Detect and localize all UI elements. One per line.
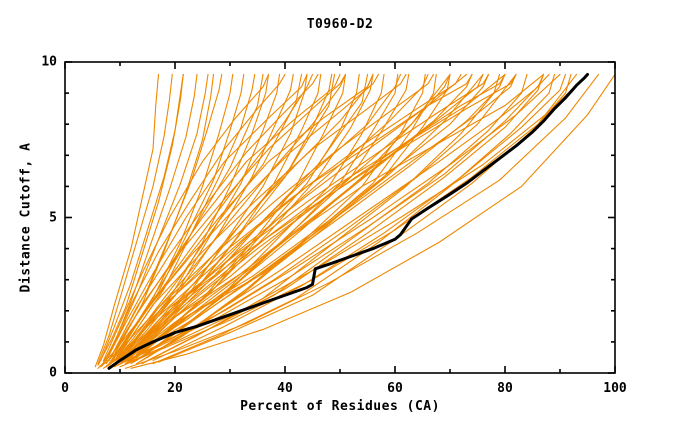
prediction-curve xyxy=(102,73,336,369)
prediction-curves-group xyxy=(94,73,616,369)
prediction-curve xyxy=(97,73,264,369)
prediction-curve xyxy=(152,73,556,365)
y-tick-label: 5 xyxy=(49,210,57,225)
prediction-curve xyxy=(124,73,589,365)
prediction-curve xyxy=(122,73,322,363)
x-axis-label: Percent of Residues (CA) xyxy=(240,399,440,414)
prediction-curve xyxy=(94,73,160,368)
prediction-curve xyxy=(135,73,506,355)
chart-title: T0960-D2 xyxy=(306,17,374,32)
prediction-curve xyxy=(146,73,545,358)
prediction-curve xyxy=(100,73,303,368)
prediction-curve xyxy=(146,73,545,362)
x-tick-label: 60 xyxy=(387,381,403,396)
prediction-curve xyxy=(111,73,319,357)
prediction-curve xyxy=(135,73,410,362)
prediction-curve xyxy=(116,73,347,360)
prediction-curve xyxy=(102,73,209,363)
prediction-curve xyxy=(127,73,360,363)
prediction-curve xyxy=(119,73,294,362)
prediction-curve xyxy=(97,73,184,366)
prediction-curve xyxy=(133,73,399,363)
prediction-curve xyxy=(122,73,402,360)
x-tick-label: 100 xyxy=(603,381,627,396)
prediction-curve xyxy=(116,73,550,366)
axis-frame xyxy=(64,61,616,374)
x-tick-label: 80 xyxy=(497,381,513,396)
prediction-curve xyxy=(108,73,341,362)
prediction-curve xyxy=(152,73,567,362)
x-tick-label: 40 xyxy=(277,381,293,396)
prediction-curve xyxy=(108,73,286,355)
prediction-curve xyxy=(124,73,545,362)
prediction-curve xyxy=(122,73,435,357)
y-tick-label: 10 xyxy=(41,54,57,70)
prediction-curve xyxy=(130,73,473,355)
prediction-curve xyxy=(100,73,184,362)
prediction-curve xyxy=(113,73,347,355)
prediction-curve xyxy=(141,73,517,358)
prediction-curve xyxy=(130,73,616,369)
prediction-curve xyxy=(97,73,173,365)
y-tick-label: 0 xyxy=(49,365,57,381)
x-tick-label: 0 xyxy=(61,381,69,396)
prediction-curve xyxy=(135,73,484,358)
prediction-curve xyxy=(105,73,308,362)
x-tick-label: 20 xyxy=(167,381,183,396)
prediction-curve xyxy=(111,73,374,362)
prediction-curve xyxy=(119,73,561,365)
prediction-curve xyxy=(157,73,572,363)
prediction-curve xyxy=(124,73,600,369)
reference-curve xyxy=(107,72,589,370)
prediction-curve xyxy=(119,73,506,362)
prediction-curve xyxy=(102,73,270,362)
